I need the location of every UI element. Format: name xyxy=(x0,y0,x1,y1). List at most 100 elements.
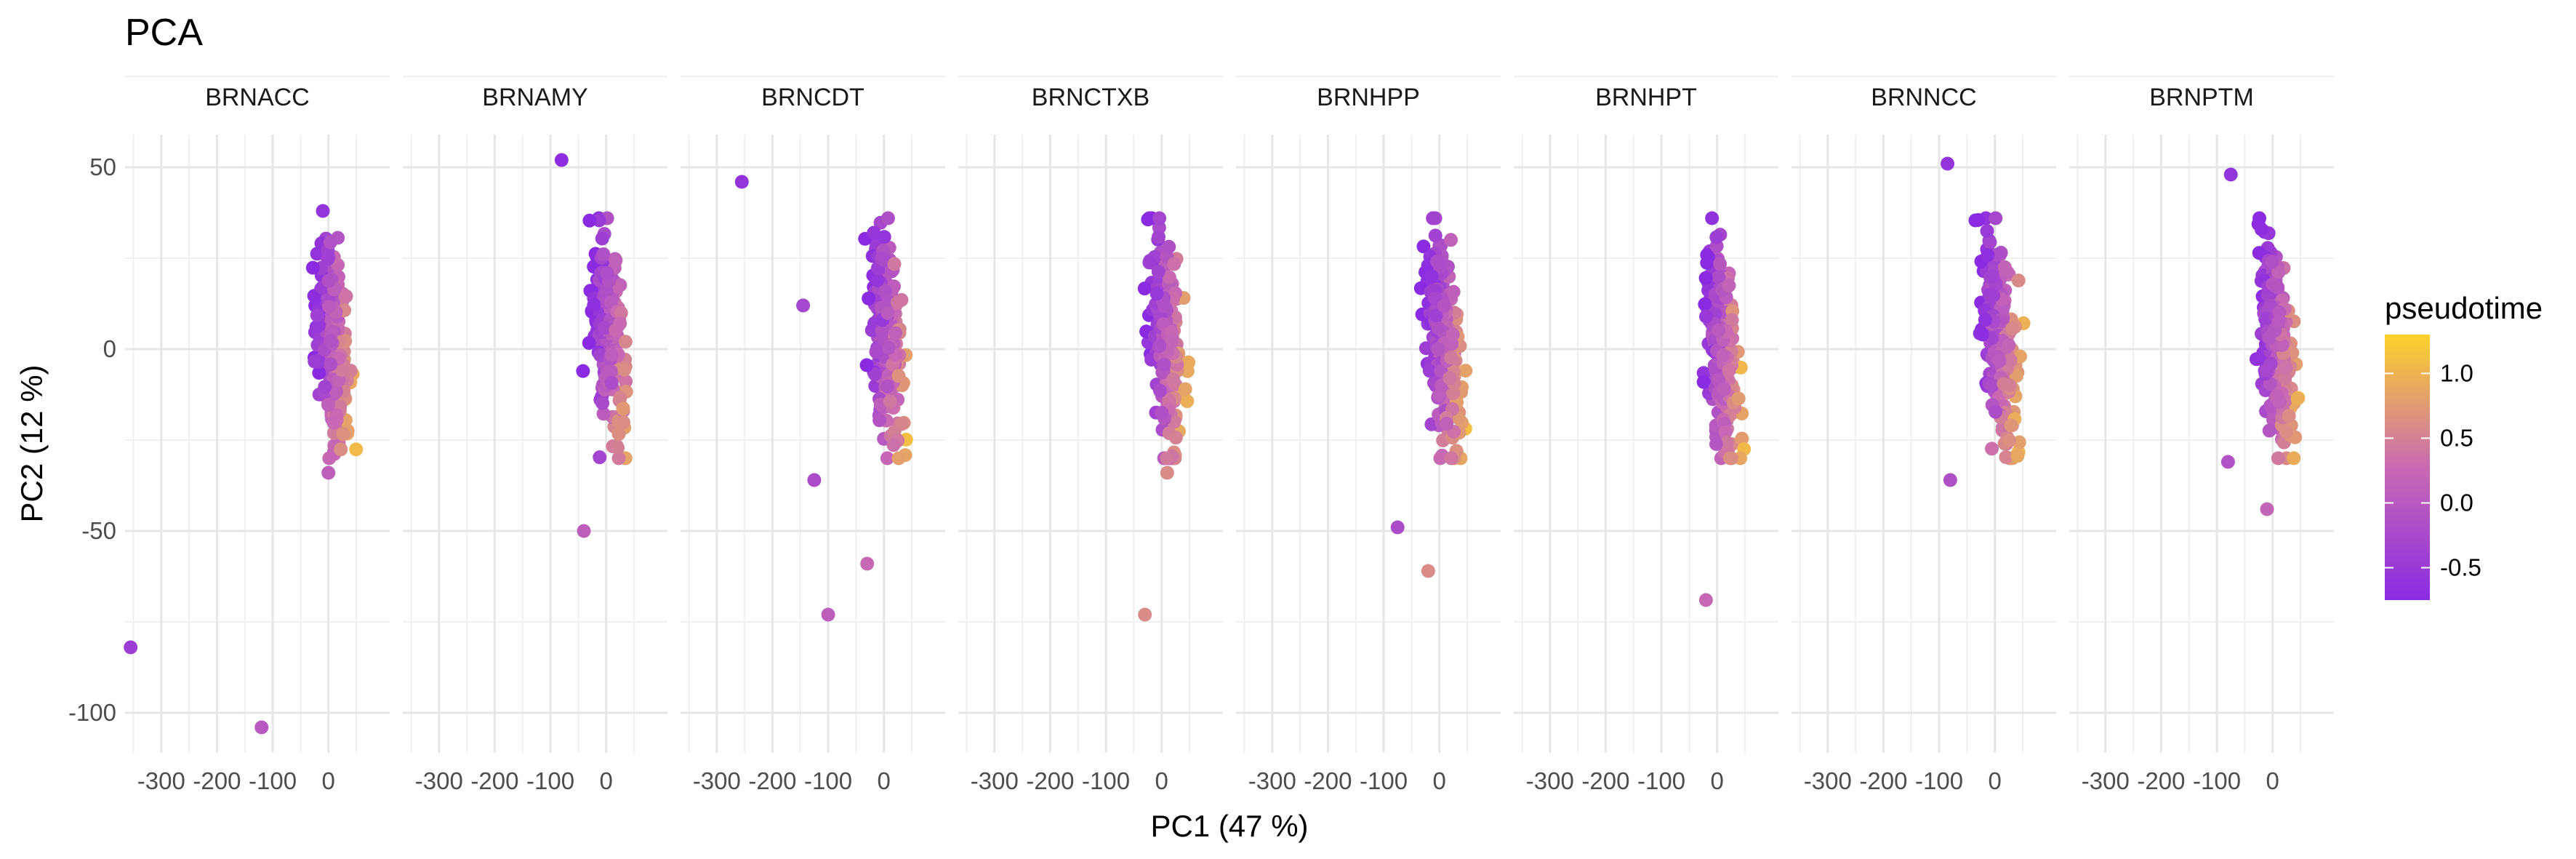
data-point xyxy=(616,415,630,430)
data-point xyxy=(1700,255,1714,270)
x-tick-label: 0 xyxy=(1433,767,1446,794)
data-point xyxy=(867,367,882,381)
data-point xyxy=(613,391,627,405)
data-point xyxy=(867,225,881,240)
data-point xyxy=(316,204,330,218)
data-point xyxy=(334,363,349,377)
data-point xyxy=(611,427,626,442)
facet-label: BRNNCC xyxy=(1871,84,1976,111)
data-point xyxy=(1725,313,1739,327)
x-tick-label: -200 xyxy=(1304,767,1352,794)
data-point xyxy=(2002,378,2017,393)
data-point xyxy=(312,366,326,380)
data-point xyxy=(619,374,633,388)
data-point xyxy=(891,451,906,466)
data-point xyxy=(2271,265,2286,279)
data-point xyxy=(323,235,337,249)
facet-panel-brnhpp: BRNHPP -300 -200 -100 0 xyxy=(1236,76,1501,794)
legend-colorbar xyxy=(2385,335,2430,600)
data-point xyxy=(1698,309,1713,324)
data-point xyxy=(587,297,601,312)
data-point xyxy=(1440,417,1454,431)
x-tick-label: -200 xyxy=(2137,767,2185,794)
data-point xyxy=(349,442,364,457)
facet-label: BRNACC xyxy=(205,84,310,111)
x-tick-label: 0 xyxy=(1711,767,1724,794)
data-point xyxy=(1142,255,1157,270)
data-point xyxy=(877,230,891,244)
x-tick-label: -300 xyxy=(415,767,463,794)
data-point xyxy=(1138,607,1152,622)
data-point xyxy=(1731,391,1746,406)
data-point xyxy=(1698,271,1713,285)
x-tick-label: -100 xyxy=(1637,767,1685,794)
color-legend: pseudotime 1.0 0.5 0.0 -0.5 xyxy=(2385,291,2543,600)
data-point xyxy=(617,362,632,377)
data-point xyxy=(321,466,336,480)
data-point xyxy=(859,358,874,372)
data-point xyxy=(880,211,895,225)
data-point xyxy=(339,289,353,303)
data-point xyxy=(1137,281,1152,296)
data-point xyxy=(329,384,344,399)
data-point xyxy=(124,640,138,655)
data-point xyxy=(310,308,324,322)
facet-panel-brnctxb: BRNCTXB -300 -200 -100 0 xyxy=(958,76,1223,794)
data-point xyxy=(1722,279,1736,293)
data-point xyxy=(1162,239,1176,254)
data-point xyxy=(582,335,596,350)
data-point xyxy=(1992,353,2007,368)
data-point xyxy=(2004,418,2018,433)
data-point xyxy=(2011,273,2026,288)
data-point xyxy=(608,252,622,266)
data-point xyxy=(875,251,889,265)
data-point xyxy=(2263,377,2277,391)
data-point xyxy=(2282,409,2296,423)
data-point xyxy=(1985,442,1999,456)
facet-panel-brncdt: BRNCDT -300 -200 -100 0 xyxy=(681,76,945,794)
data-point xyxy=(1422,364,1437,378)
data-point xyxy=(614,305,628,320)
facet-panel-brnhpt: BRNHPT -300 -200 -100 0 xyxy=(1514,76,1778,794)
facet-label: BRNPTM xyxy=(2149,84,2254,111)
data-point xyxy=(577,524,591,538)
data-point xyxy=(1716,348,1730,363)
data-point xyxy=(576,364,590,378)
data-point xyxy=(872,413,887,428)
data-point xyxy=(596,407,611,421)
data-point xyxy=(1712,323,1726,337)
data-point xyxy=(1437,298,1451,313)
data-point xyxy=(1428,228,1443,243)
data-point xyxy=(2269,388,2284,403)
data-point xyxy=(1712,270,1726,284)
x-tick-label: 0 xyxy=(878,767,891,794)
data-point xyxy=(891,369,906,383)
data-point xyxy=(308,354,322,369)
data-point xyxy=(598,321,612,335)
data-point xyxy=(1986,288,2001,303)
data-point xyxy=(603,364,618,379)
data-point xyxy=(310,247,324,261)
data-point xyxy=(890,295,904,310)
data-point xyxy=(1941,156,1955,171)
x-axis-title: PC1 (47 %) xyxy=(1150,809,1308,843)
data-point xyxy=(1152,339,1167,353)
x-tick-label: -200 xyxy=(470,767,518,794)
data-point xyxy=(734,175,749,189)
data-point xyxy=(1180,394,1195,409)
facet-label: BRNAMY xyxy=(482,84,587,111)
data-point xyxy=(2010,449,2025,463)
facet-label: BRNHPT xyxy=(1595,84,1697,111)
data-point xyxy=(1421,564,1435,578)
y-tick-label: -100 xyxy=(68,699,116,726)
data-point xyxy=(1444,451,1458,466)
data-point xyxy=(881,340,896,355)
data-point xyxy=(1416,239,1431,254)
data-point xyxy=(1446,284,1461,299)
y-tick-label: 50 xyxy=(89,153,116,180)
data-point xyxy=(860,556,875,571)
data-point xyxy=(2002,434,2017,448)
data-point xyxy=(1943,473,1957,487)
